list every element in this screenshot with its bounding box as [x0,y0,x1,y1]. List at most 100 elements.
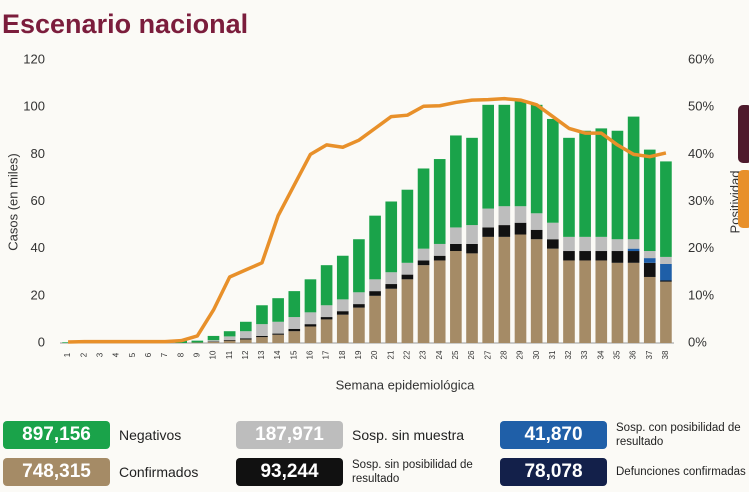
bar-segment [627,248,640,252]
legend-label: Negativos [119,427,182,443]
y2-tick-label: 50% [688,99,714,114]
legend-label: Sosp. sin muestra [352,427,465,443]
bar-segment [450,135,462,228]
bar-segment [627,239,640,249]
bar-segment [611,262,624,343]
bar-segment [595,260,608,343]
bar-segment [401,279,414,343]
x-tick-label: 1 [63,352,72,357]
x-tick-label: 26 [467,350,476,359]
x-tick-label: 28 [499,350,508,359]
x-tick-label: 31 [548,350,557,359]
bar-segment [611,239,624,252]
x-tick-label: 15 [289,350,298,359]
bar-segment [482,236,495,343]
x-tick-label: 30 [532,350,541,359]
legend-total: 93,244 [236,458,343,486]
bar-segment [530,104,543,214]
bar-segment [433,255,446,261]
legend-total: 78,078 [500,458,607,486]
bar-segment [256,324,268,336]
bar-segment [256,337,268,343]
bar-segment [466,253,478,343]
x-tick-label: 12 [241,350,250,359]
bar-segment [595,251,608,261]
y2-tick-label: 60% [688,51,714,66]
x-tick-label: 38 [661,350,670,359]
bar-segment [223,339,236,341]
bar-segment [417,265,430,343]
bar-segment [369,215,381,280]
bar-segment [336,314,349,343]
x-tick-label: 2 [79,352,88,357]
x-tick-label: 5 [128,352,137,357]
bar-segment [530,229,543,240]
x-tick-label: 33 [580,350,589,359]
decor-box [738,170,749,228]
x-axis-label: Semana epidemiológica [336,377,476,392]
bar-segment [385,272,398,285]
bar-segment [563,236,575,252]
bar-segment [239,338,252,340]
bar-segment [660,256,672,264]
bar-segment [514,234,527,343]
bar-segment [385,284,398,289]
y2-tick-label: 20% [688,240,714,255]
bar-segment [433,260,446,343]
x-tick-label: 10 [209,350,218,359]
x-tick-label: 18 [338,350,347,359]
bar-segment [433,243,446,256]
bar-segment [336,311,349,315]
x-tick-label: 23 [419,350,428,359]
bar-segment [320,317,333,320]
bar-segment [385,201,398,273]
x-tick-label: 17 [322,350,331,359]
bar-segment [595,236,608,252]
bar-segment [546,248,559,343]
legend-label: Sosp. sin posibilidad de resultado [352,459,473,485]
bar-segment [450,243,462,252]
bar-segment [482,104,495,209]
legend-total: 897,156 [3,421,110,449]
bar-segment [563,251,575,261]
bar-segment [530,213,543,230]
bar-segment [579,260,591,343]
bar-segment [498,104,511,207]
x-tick-label: 36 [629,350,638,359]
bar-segment [643,262,656,277]
bar-segment [450,251,462,343]
x-tick-label: 21 [386,350,395,359]
bar-segment [530,239,543,343]
x-tick-label: 34 [596,350,605,359]
bar-segment [62,342,74,343]
bar-segment [304,324,317,327]
bar-segment [563,137,575,237]
bar-segment [239,331,252,339]
bar-segment [272,321,284,334]
bar-segment [369,295,381,343]
bar-segment [272,334,284,343]
bar-segment [579,130,591,237]
bar-segment [288,328,301,332]
bar-segment [272,333,284,335]
bar-segment [466,225,478,244]
x-tick-label: 27 [483,350,492,359]
bar-segment [353,292,365,305]
bar-segment [320,265,333,306]
bar-segment [304,326,317,343]
bar-segment [320,319,333,343]
bar-segment [498,236,511,343]
bar-segment [611,251,624,263]
x-tick-label: 20 [370,350,379,359]
y-axis-label: Casos (en miles) [5,153,20,251]
y2-tick-label: 30% [688,193,714,208]
bar-segment [498,225,511,237]
bar-segment [450,227,462,244]
bar-segment [336,255,349,300]
bar-segment [385,288,398,343]
bar-segment [401,189,414,263]
legend-label: Sosp. con posibilidad de resultado [616,422,741,448]
y-tick-label: 40 [31,240,45,255]
y2-tick-label: 40% [688,146,714,161]
